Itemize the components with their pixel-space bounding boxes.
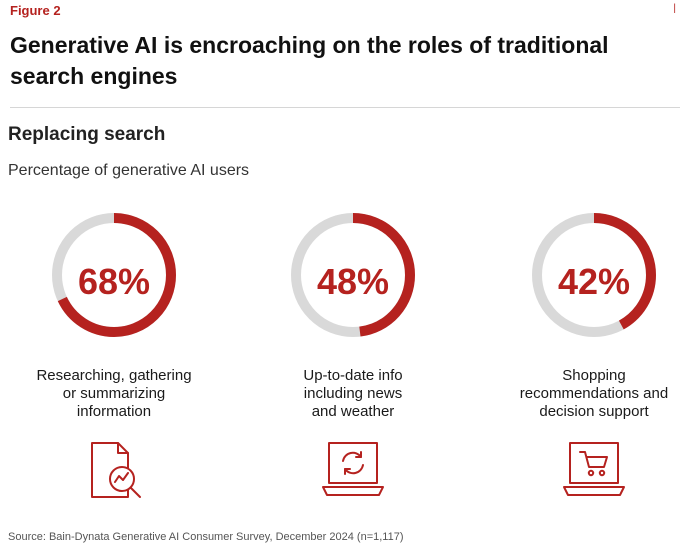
donut-card-shopping: 42% Shopping recommendations and decisio… [494, 213, 680, 513]
value-label-research: 68% [77, 261, 151, 302]
donut-chart-shopping [532, 213, 656, 337]
figure-label: Figure 2 [10, 3, 61, 18]
source-note: Source: Bain-Dynata Generative AI Consum… [8, 531, 404, 543]
title-divider [10, 107, 680, 108]
value-label-news: 48% [316, 261, 390, 302]
measure-label: Percentage of generative AI users [8, 162, 250, 179]
laptop-refresh-icon [322, 442, 384, 496]
donut-chart-research [52, 213, 176, 337]
value-label-shopping: 42% [557, 261, 631, 302]
category-label-news: Up-to-date info including news and weath… [303, 367, 403, 420]
chart-title: Generative AI is encroaching on the role… [10, 32, 609, 89]
chart-subtitle: Replacing search [8, 124, 166, 145]
donut-chart-news [291, 213, 415, 337]
donut-arc-news [291, 213, 415, 337]
category-label-shopping: Shopping recommendations and decision su… [519, 367, 669, 420]
category-label-research: Researching, gathering or summarizing in… [36, 367, 192, 420]
donut-card-research: 68% Researching, gathering or summarizin… [14, 213, 214, 513]
donut-card-news: 48% Up-to-date info including news and w… [253, 213, 453, 513]
laptop-shopping-cart-icon [563, 442, 625, 496]
corner-mark: | [673, 3, 676, 14]
donut-arc-research [52, 213, 176, 337]
document-search-icon [91, 442, 141, 498]
donut-arc-shopping [532, 213, 656, 337]
